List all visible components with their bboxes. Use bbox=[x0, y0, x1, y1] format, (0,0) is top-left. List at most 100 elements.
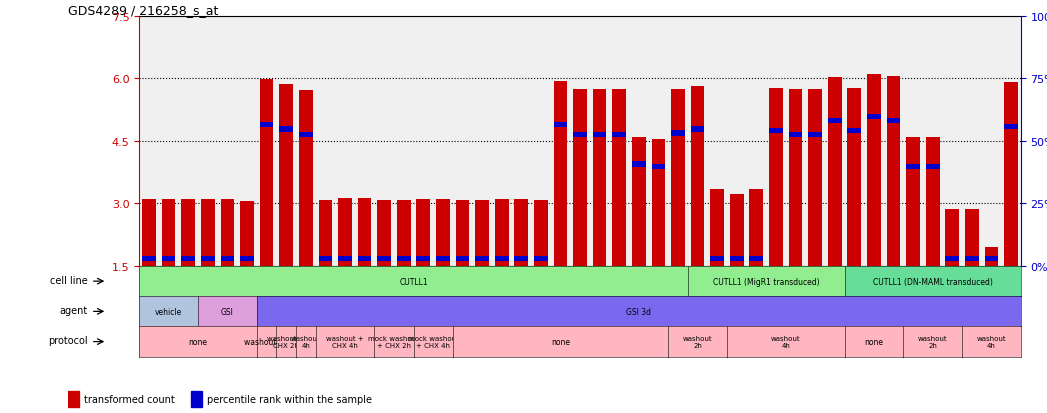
Bar bbox=[191, 391, 202, 407]
Text: GSI: GSI bbox=[221, 307, 233, 316]
Text: none: none bbox=[188, 337, 207, 346]
Bar bbox=[201, 256, 215, 261]
Text: CUTLL1 (MigR1 transduced): CUTLL1 (MigR1 transduced) bbox=[713, 277, 820, 286]
Text: cell line: cell line bbox=[50, 275, 88, 285]
Bar bbox=[260, 80, 273, 266]
Bar bbox=[514, 200, 528, 266]
Bar bbox=[358, 256, 372, 261]
Bar bbox=[788, 90, 802, 266]
Bar bbox=[828, 119, 842, 124]
Bar bbox=[475, 201, 489, 266]
Bar bbox=[907, 137, 920, 266]
Bar bbox=[965, 209, 979, 266]
Bar bbox=[593, 133, 606, 138]
Text: washout
4h: washout 4h bbox=[977, 335, 1006, 348]
Bar bbox=[1004, 124, 1018, 130]
Bar bbox=[181, 256, 195, 261]
Bar bbox=[828, 78, 842, 266]
Bar bbox=[651, 164, 665, 170]
Bar bbox=[495, 256, 509, 261]
Bar bbox=[280, 127, 293, 132]
Text: mock washout
+ CHX 2h: mock washout + CHX 2h bbox=[369, 335, 420, 348]
Bar bbox=[984, 256, 998, 261]
Bar bbox=[710, 189, 725, 266]
Bar bbox=[691, 86, 705, 266]
Bar bbox=[436, 256, 450, 261]
Bar bbox=[417, 256, 430, 261]
Text: CUTLL1 (DN-MAML transduced): CUTLL1 (DN-MAML transduced) bbox=[873, 277, 993, 286]
Bar bbox=[554, 82, 567, 266]
Text: transformed count: transformed count bbox=[85, 394, 175, 404]
Bar bbox=[162, 200, 176, 266]
Bar bbox=[68, 391, 80, 407]
Text: washout
4h: washout 4h bbox=[291, 335, 320, 348]
Text: washout +
CHX 2h: washout + CHX 2h bbox=[267, 335, 305, 348]
Bar bbox=[455, 256, 469, 261]
Text: washout
4h: washout 4h bbox=[771, 335, 801, 348]
Text: washout
2h: washout 2h bbox=[683, 335, 712, 348]
Bar bbox=[691, 127, 705, 132]
Bar bbox=[221, 200, 235, 266]
Bar bbox=[240, 256, 253, 261]
Bar bbox=[867, 114, 881, 120]
Text: GDS4289 / 216258_s_at: GDS4289 / 216258_s_at bbox=[68, 4, 219, 17]
Text: CUTLL1: CUTLL1 bbox=[399, 277, 428, 286]
Bar bbox=[436, 200, 450, 266]
Bar bbox=[377, 256, 391, 261]
Bar bbox=[671, 131, 685, 136]
Bar bbox=[358, 199, 372, 266]
Bar bbox=[632, 162, 646, 167]
Bar bbox=[808, 90, 822, 266]
Bar bbox=[651, 139, 665, 266]
Bar bbox=[573, 133, 587, 138]
Bar bbox=[397, 201, 410, 266]
Bar bbox=[750, 256, 763, 261]
Bar bbox=[984, 248, 998, 266]
Bar bbox=[788, 133, 802, 138]
Text: washout
2h: washout 2h bbox=[918, 335, 948, 348]
Bar bbox=[847, 128, 862, 134]
Bar bbox=[926, 137, 939, 266]
Bar bbox=[377, 201, 391, 266]
Bar bbox=[298, 90, 313, 266]
Bar bbox=[338, 256, 352, 261]
Bar bbox=[534, 201, 548, 266]
Bar bbox=[318, 256, 332, 261]
Bar bbox=[142, 256, 156, 261]
Bar bbox=[554, 123, 567, 128]
Bar bbox=[1004, 83, 1018, 266]
Bar bbox=[397, 256, 410, 261]
Bar bbox=[514, 256, 528, 261]
Text: washout 2h: washout 2h bbox=[244, 337, 289, 346]
Bar bbox=[945, 256, 959, 261]
Bar bbox=[201, 200, 215, 266]
Bar bbox=[710, 256, 725, 261]
Text: vehicle: vehicle bbox=[155, 307, 182, 316]
Text: mock washout
+ CHX 4h: mock washout + CHX 4h bbox=[407, 335, 459, 348]
Bar bbox=[612, 90, 626, 266]
Bar bbox=[632, 137, 646, 266]
Bar bbox=[475, 256, 489, 261]
Bar bbox=[221, 256, 235, 261]
Text: none: none bbox=[865, 337, 884, 346]
Bar bbox=[338, 199, 352, 266]
Bar bbox=[750, 189, 763, 266]
Bar bbox=[260, 123, 273, 128]
Bar bbox=[612, 133, 626, 138]
Bar bbox=[770, 88, 783, 266]
Bar bbox=[298, 133, 313, 138]
Bar bbox=[417, 200, 430, 266]
Bar bbox=[280, 84, 293, 266]
Bar bbox=[534, 256, 548, 261]
Bar bbox=[495, 200, 509, 266]
Bar bbox=[162, 256, 176, 261]
Text: washout +
CHX 4h: washout + CHX 4h bbox=[326, 335, 363, 348]
Text: GSI 3d: GSI 3d bbox=[626, 307, 651, 316]
Bar bbox=[593, 90, 606, 266]
Bar bbox=[730, 195, 743, 266]
Text: protocol: protocol bbox=[48, 335, 88, 345]
Bar bbox=[867, 75, 881, 266]
Bar bbox=[455, 201, 469, 266]
Text: percentile rank within the sample: percentile rank within the sample bbox=[207, 394, 372, 404]
Bar bbox=[907, 164, 920, 170]
